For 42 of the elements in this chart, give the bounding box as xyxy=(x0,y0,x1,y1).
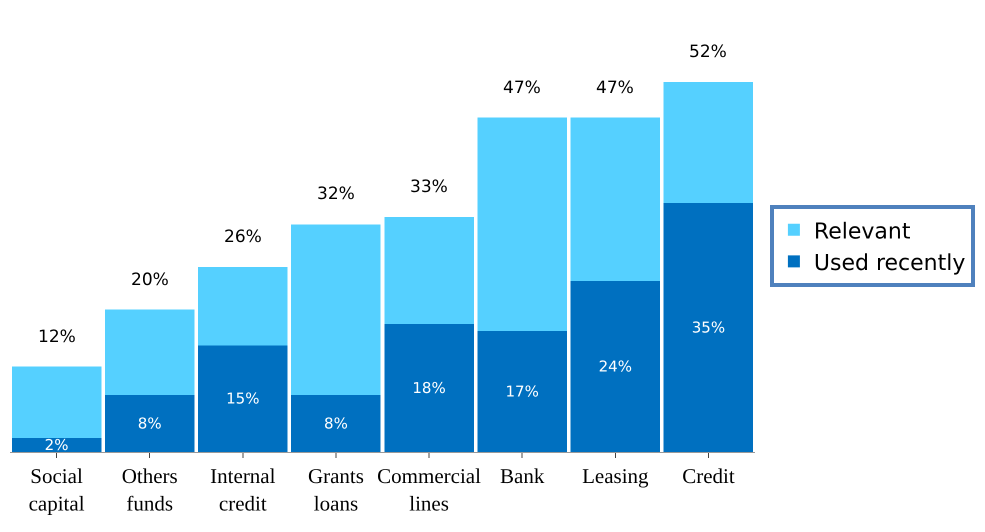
bar xyxy=(570,118,660,282)
total-label: 26% xyxy=(224,227,262,247)
data-label: 18% xyxy=(412,378,446,397)
data-label: 15% xyxy=(226,390,260,408)
data-label: 24% xyxy=(598,358,632,376)
bar xyxy=(104,310,194,396)
bar xyxy=(664,82,754,203)
total-label: 33% xyxy=(410,177,448,197)
total-label: 47% xyxy=(596,78,634,98)
data-label: 35% xyxy=(692,318,726,336)
data-label: 2% xyxy=(44,436,68,454)
x-tick-label: Credit xyxy=(682,464,735,488)
total-label: 12% xyxy=(38,327,76,347)
x-tick-label: Bank xyxy=(500,464,545,488)
bar xyxy=(198,267,288,346)
x-tick-label: Others funds xyxy=(122,464,178,516)
legend-label: Used recently xyxy=(814,250,966,276)
total-label: 20% xyxy=(131,270,169,290)
total-label: 47% xyxy=(503,78,541,98)
bar xyxy=(477,118,567,332)
total-label: 52% xyxy=(689,42,727,62)
bar xyxy=(291,395,381,452)
bar xyxy=(12,438,102,452)
bar xyxy=(384,217,474,324)
bar xyxy=(664,202,754,452)
bar xyxy=(570,281,660,452)
total-label: 32% xyxy=(317,184,355,204)
bar xyxy=(104,395,194,452)
legend-label: Relevant xyxy=(814,219,911,244)
bar xyxy=(198,345,288,452)
data-label: 8% xyxy=(138,414,162,433)
bar xyxy=(12,366,102,438)
x-tick-label: Internal credit xyxy=(210,464,276,516)
x-tick-label: Leasing xyxy=(582,464,650,488)
bar xyxy=(291,224,381,396)
data-label: 8% xyxy=(324,414,348,433)
bar xyxy=(384,324,474,452)
x-tick-label: Social capital xyxy=(28,464,85,516)
data-label: 17% xyxy=(506,382,539,401)
x-tick-label: Commercial lines xyxy=(377,464,482,516)
bar xyxy=(477,331,567,452)
x-tick-label: Grants loans xyxy=(308,464,364,516)
